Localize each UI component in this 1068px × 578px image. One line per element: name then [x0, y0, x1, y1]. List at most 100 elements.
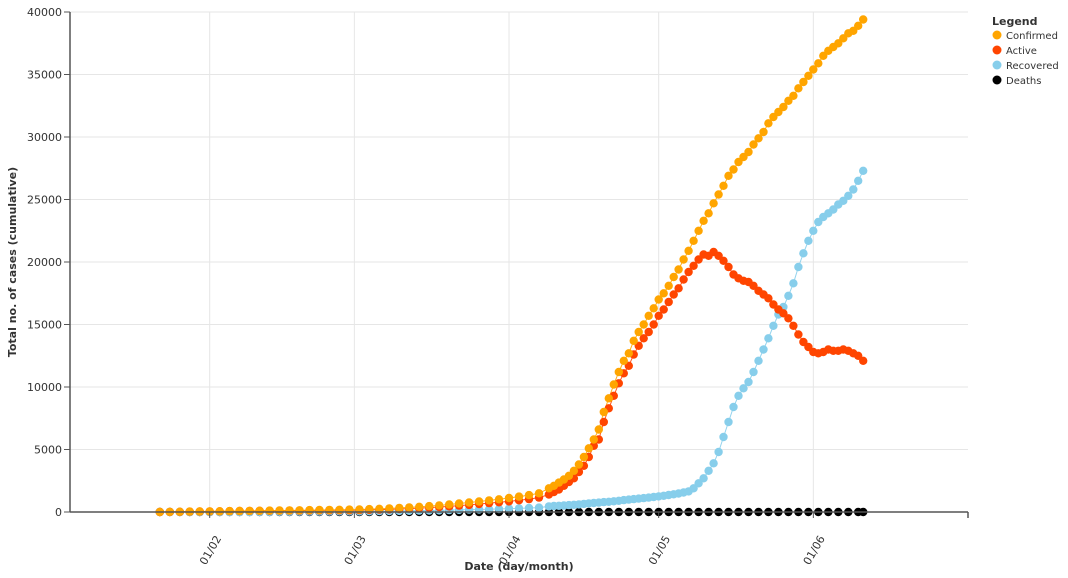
confirmed-point	[305, 505, 314, 515]
confirmed-point	[649, 304, 658, 313]
recovered-point	[494, 504, 504, 514]
legend-title: Legend	[992, 15, 1038, 28]
legend-label-deaths: Deaths	[1006, 76, 1041, 87]
confirmed-point	[809, 65, 818, 74]
confirmed-point	[579, 452, 589, 462]
confirmed-point	[504, 493, 514, 503]
confirmed-point	[704, 209, 713, 218]
x-tick-label: 01/02	[197, 533, 224, 567]
active-point	[679, 275, 688, 284]
confirmed-point	[744, 147, 753, 157]
recovered-point	[789, 279, 798, 288]
y-tick-label: 10000	[27, 381, 62, 394]
recovered-point	[844, 191, 853, 200]
confirmed-point	[325, 505, 334, 515]
recovered-point	[709, 459, 718, 468]
confirmed-point	[799, 77, 808, 87]
confirmed-point	[624, 349, 633, 358]
confirmed-point	[265, 506, 274, 515]
confirmed-point	[699, 216, 708, 225]
confirmed-point	[445, 500, 454, 509]
confirmed-point	[435, 501, 444, 510]
confirmed-point	[589, 435, 598, 444]
recovered-point	[809, 226, 818, 235]
confirmed-point	[619, 356, 628, 365]
confirmed-point	[629, 336, 638, 345]
confirmed-point	[245, 506, 254, 516]
confirmed-point	[235, 506, 244, 516]
series-lines	[159, 19, 864, 513]
legend: Legend Confirmed Active Recovered Deaths	[992, 15, 1059, 87]
x-tick-label: 01/06	[801, 533, 828, 567]
y-axis-title: Total no. of cases (cumulative)	[6, 167, 19, 357]
y-tick-label: 15000	[27, 319, 62, 332]
confirmed-point	[285, 506, 294, 515]
active-point	[689, 261, 698, 270]
confirmed-point	[574, 460, 584, 469]
confirmed-point	[425, 501, 434, 511]
confirmed-point	[684, 246, 693, 255]
confirmed-point	[225, 506, 234, 516]
confirmed-point	[415, 502, 424, 511]
active-point	[684, 267, 693, 277]
axes: 0 5000 10000 15000 20000 25000 30000 35000 40000…	[27, 6, 969, 567]
active-point	[639, 334, 648, 343]
confirmed-point	[464, 498, 474, 507]
recovered-points	[155, 166, 868, 517]
confirmed-point	[664, 281, 673, 290]
active-point	[659, 305, 668, 314]
legend-label-active: Active	[1006, 46, 1037, 57]
confirmed-point	[764, 119, 773, 128]
confirmed-point	[524, 490, 534, 500]
confirmed-point	[594, 425, 603, 434]
recovered-point	[749, 367, 758, 377]
active-point	[764, 294, 773, 303]
active-point	[599, 417, 608, 427]
recovered-point	[804, 236, 813, 245]
legend-swatch-deaths	[992, 75, 1002, 85]
y-tick-label: 25000	[27, 194, 62, 207]
confirmed-point	[689, 236, 698, 245]
recovered-point	[704, 466, 713, 475]
confirmed-point	[724, 171, 733, 180]
confirmed-point	[474, 497, 484, 506]
confirmed-point	[275, 506, 284, 515]
confirmed-point	[654, 295, 663, 304]
confirmed-point	[315, 505, 324, 515]
confirmed-point	[814, 59, 823, 68]
confirmed-point	[779, 102, 788, 112]
recovered-point	[759, 345, 768, 354]
confirmed-point	[719, 181, 728, 190]
confirmed-point	[395, 503, 404, 513]
active-point	[664, 297, 673, 307]
confirmed-point	[534, 489, 544, 498]
recovered-point	[714, 447, 723, 457]
y-tick-label: 30000	[27, 131, 62, 144]
recovered-point	[854, 176, 863, 185]
confirmed-point	[584, 444, 593, 453]
y-tick-label: 5000	[34, 444, 62, 457]
x-tick-label: 01/05	[646, 533, 673, 567]
recovered-point	[849, 185, 858, 194]
y-tick-label: 20000	[27, 256, 62, 269]
legend-swatch-active	[992, 45, 1002, 55]
recovered-point	[754, 356, 763, 365]
confirmed-point	[385, 504, 394, 513]
confirmed-point	[255, 506, 264, 515]
recovered-point	[794, 262, 803, 272]
recovered-point	[784, 291, 793, 300]
confirmed-point	[295, 506, 304, 515]
series-points	[155, 15, 868, 517]
confirmed-point	[405, 503, 414, 512]
active-point	[674, 284, 683, 293]
confirmed-point	[634, 327, 643, 337]
active-point	[654, 311, 663, 320]
confirmed-point	[679, 255, 688, 264]
confirmed-point	[669, 272, 678, 282]
confirmed-point	[569, 466, 579, 475]
confirmed-point	[749, 140, 758, 149]
recovered-point	[524, 503, 534, 513]
active-point	[789, 321, 798, 330]
active-point	[794, 330, 803, 339]
legend-label-confirmed: Confirmed	[1006, 31, 1058, 42]
